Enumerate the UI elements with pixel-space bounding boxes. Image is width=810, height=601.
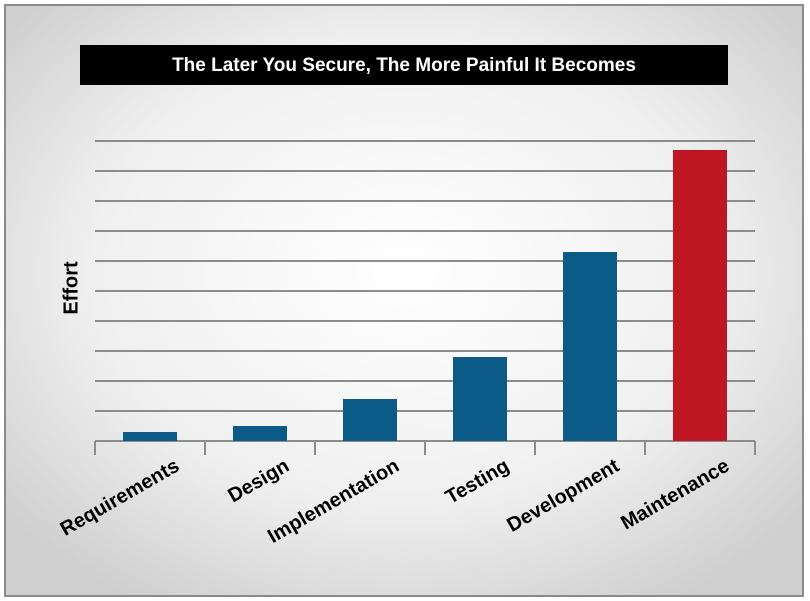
bar [123,432,177,441]
bar [673,150,727,441]
chart-frame [4,4,804,597]
title-box [80,45,728,85]
y-axis-label: Effort [60,261,82,315]
bar [233,426,287,441]
bar [453,357,507,441]
bar [343,399,397,441]
chart-title: The Later You Secure, The More Painful I… [172,55,636,76]
bar [563,252,617,441]
